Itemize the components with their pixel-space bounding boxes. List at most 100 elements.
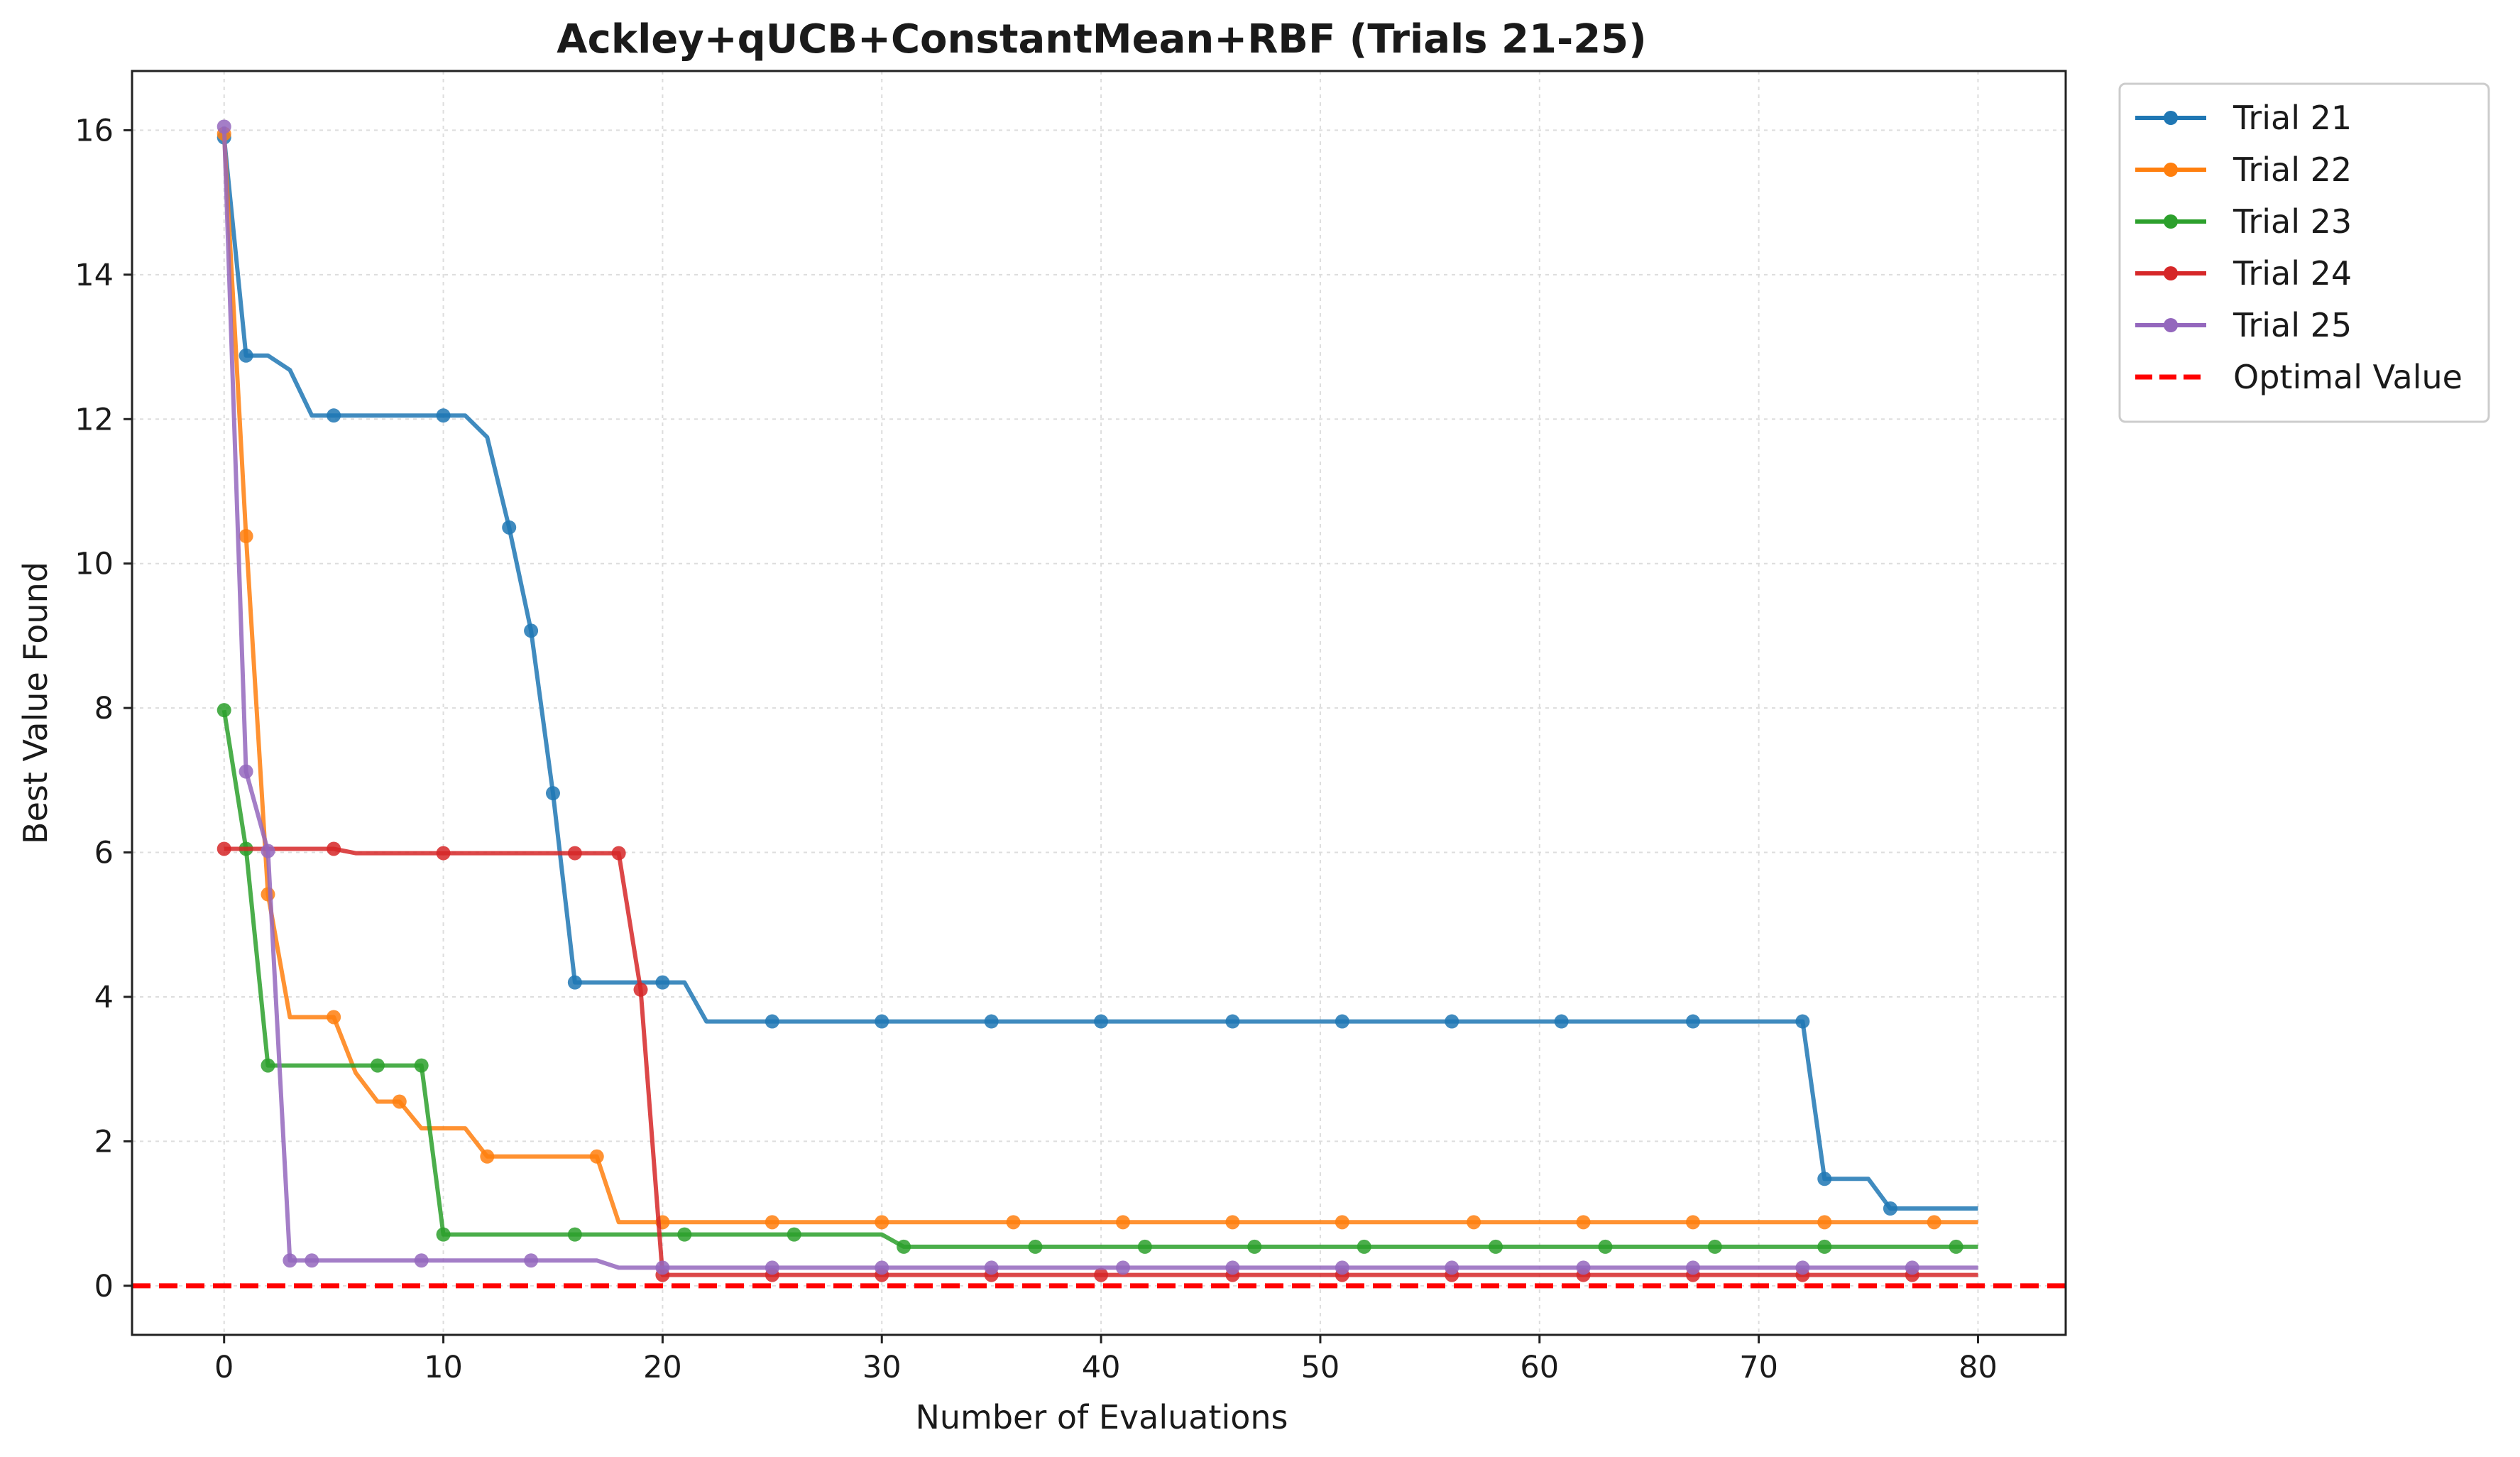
data-point — [567, 975, 582, 990]
data-point — [875, 1260, 889, 1275]
data-point — [1335, 1014, 1349, 1029]
data-point — [984, 1014, 999, 1029]
data-point — [655, 975, 670, 990]
data-point — [875, 1014, 889, 1029]
data-point — [1685, 1260, 1700, 1275]
data-point — [1576, 1260, 1591, 1275]
series-trial-22 — [217, 126, 1978, 1230]
data-point — [545, 786, 560, 801]
y-tick-label: 8 — [94, 691, 114, 726]
data-point — [1598, 1239, 1613, 1254]
data-point — [611, 846, 626, 861]
data-point — [414, 1058, 429, 1073]
data-point — [327, 1010, 341, 1025]
y-tick-label: 12 — [75, 402, 114, 437]
legend: Trial 21 Trial 22 Trial 23 Trial 24 Trial 25… — [2118, 82, 2490, 423]
legend-label: Trial 22 — [2233, 151, 2352, 189]
data-point — [261, 1058, 275, 1073]
data-point — [787, 1227, 801, 1242]
data-point — [1094, 1014, 1109, 1029]
data-point — [327, 841, 341, 856]
series-trial-25 — [217, 119, 1978, 1275]
y-tick-label: 4 — [94, 980, 114, 1015]
data-point — [1795, 1014, 1810, 1029]
y-tick-label: 16 — [75, 113, 114, 148]
chart-title: Ackley+qUCB+ConstantMean+RBF (Trials 21-… — [557, 16, 1646, 62]
data-point — [283, 1253, 297, 1268]
data-point — [239, 764, 253, 779]
data-point — [677, 1227, 692, 1242]
legend-label: Optimal Value — [2233, 358, 2463, 396]
data-point — [1817, 1215, 1832, 1230]
data-point — [502, 520, 517, 535]
data-point — [261, 844, 275, 858]
data-point — [1137, 1239, 1152, 1254]
legend-marker — [2164, 163, 2178, 177]
data-point — [327, 408, 341, 423]
legend-label: Trial 25 — [2233, 306, 2352, 344]
data-point — [1225, 1215, 1240, 1230]
data-point — [1445, 1014, 1459, 1029]
x-axis-label: Number of Evaluations — [915, 1398, 1288, 1436]
data-point — [1028, 1239, 1043, 1254]
data-point — [436, 1227, 451, 1242]
y-tick-label: 6 — [94, 836, 114, 871]
data-point — [1795, 1260, 1810, 1275]
data-point — [1357, 1239, 1371, 1254]
data-point — [1927, 1215, 1941, 1230]
series-trial-21 — [217, 130, 1978, 1216]
series-line — [221, 126, 1978, 1270]
data-point — [1115, 1215, 1130, 1230]
data-point — [524, 1253, 539, 1268]
data-point — [436, 846, 451, 861]
data-point — [480, 1149, 495, 1164]
data-point — [217, 119, 231, 134]
y-tick-label: 10 — [75, 547, 114, 582]
data-point — [1115, 1260, 1130, 1275]
data-point — [765, 1260, 779, 1275]
x-tick-label: 40 — [1082, 1350, 1121, 1385]
data-point — [370, 1058, 385, 1073]
data-point — [984, 1260, 999, 1275]
legend-marker — [2164, 214, 2178, 229]
y-tick-label: 0 — [94, 1269, 114, 1304]
data-point — [1335, 1215, 1349, 1230]
data-point — [1685, 1215, 1700, 1230]
data-point — [1554, 1014, 1569, 1029]
legend-box — [2118, 82, 2490, 423]
data-point — [567, 1227, 582, 1242]
data-point — [897, 1239, 911, 1254]
data-point — [633, 982, 648, 997]
x-tick-label: 30 — [862, 1350, 902, 1385]
plot-area-frame — [131, 70, 2067, 1336]
y-axis-label: Best Value Found — [16, 562, 55, 844]
x-tick-label: 10 — [424, 1350, 463, 1385]
data-point — [1707, 1239, 1722, 1254]
data-point — [1006, 1215, 1021, 1230]
data-point — [1489, 1239, 1503, 1254]
data-point — [1576, 1215, 1591, 1230]
y-tick-label: 2 — [94, 1124, 114, 1159]
data-point — [1467, 1215, 1481, 1230]
x-tick-label: 50 — [1301, 1350, 1340, 1385]
data-point — [1445, 1260, 1459, 1275]
data-point — [414, 1253, 429, 1268]
data-point — [1247, 1239, 1262, 1254]
data-point — [1685, 1014, 1700, 1029]
data-point — [875, 1215, 889, 1230]
grid — [132, 71, 2066, 1335]
data-point — [436, 408, 451, 423]
data-point — [392, 1094, 407, 1109]
series-layer — [217, 119, 1978, 1282]
data-point — [1905, 1260, 1919, 1275]
legend-label: Trial 24 — [2233, 254, 2352, 293]
data-point — [655, 1260, 670, 1275]
data-point — [1817, 1172, 1832, 1186]
data-point — [305, 1253, 319, 1268]
data-point — [765, 1215, 779, 1230]
data-point — [1094, 1267, 1109, 1282]
data-point — [1225, 1014, 1240, 1029]
legend-label: Trial 23 — [2233, 202, 2352, 241]
x-tick-label: 70 — [1739, 1350, 1778, 1385]
